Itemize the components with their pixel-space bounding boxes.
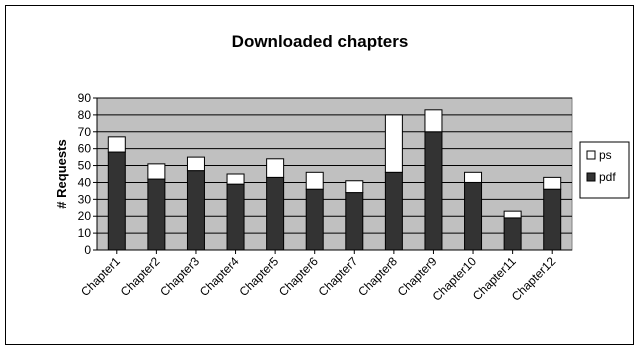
- bar-ps: [503, 210, 522, 219]
- y-tick-label: 20: [78, 209, 92, 223]
- legend-swatch-ps: [586, 150, 596, 160]
- bar-pdf: [147, 178, 166, 251]
- x-axis-ticks: Chapter1Chapter2Chapter3Chapter4Chapter5…: [78, 250, 559, 304]
- y-tick-label: 30: [78, 192, 92, 206]
- plot-area: [96, 97, 573, 251]
- bar-pdf: [266, 176, 285, 251]
- bar-pdf: [543, 188, 562, 251]
- x-tick-label: Chapter8: [355, 254, 400, 299]
- bar-ps: [226, 173, 245, 185]
- y-tick-label: 70: [78, 125, 92, 139]
- chart-title: Downloaded chapters: [232, 32, 409, 51]
- y-axis-ticks: 0 10 20 30 40 50 60 70 80 90: [78, 91, 572, 257]
- x-tick-label: Chapter1: [78, 254, 123, 299]
- bar-pdf: [226, 183, 245, 251]
- bar-pdf: [384, 171, 403, 251]
- legend-swatch-pdf: [586, 172, 596, 182]
- x-tick-label: Chapter2: [118, 254, 163, 299]
- y-tick-label: 10: [78, 226, 92, 240]
- bar-ps: [186, 156, 205, 172]
- bar-ps: [384, 114, 403, 173]
- y-tick-label: 0: [84, 243, 91, 257]
- bar-pdf: [345, 192, 364, 251]
- y-tick-label: 60: [78, 142, 92, 156]
- bar-ps: [424, 109, 443, 133]
- bar-ps: [266, 158, 285, 178]
- x-tick-label: Chapter7: [316, 254, 361, 299]
- gridlines: [97, 97, 572, 234]
- legend-label-ps: ps: [599, 148, 612, 162]
- y-tick-label: 40: [78, 175, 92, 189]
- bar-ps: [147, 163, 166, 180]
- y-axis-label: # Requests: [54, 139, 69, 208]
- x-tick-label: Chapter12: [509, 254, 559, 304]
- bar-ps: [543, 176, 562, 190]
- bar-pdf: [107, 151, 126, 251]
- legend-label-pdf: pdf: [599, 170, 616, 184]
- bar-ps: [107, 136, 126, 153]
- bar-pdf: [424, 131, 443, 251]
- x-tick-label: Chapter4: [197, 254, 242, 299]
- y-tick-label: 80: [78, 108, 92, 122]
- bar-pdf: [186, 170, 205, 251]
- y-tick-label: 90: [78, 91, 92, 105]
- bar-ps: [345, 180, 364, 194]
- bar-ps: [464, 171, 483, 183]
- bar-pdf: [305, 188, 324, 251]
- bar-pdf: [464, 181, 483, 251]
- x-tick-label: Chapter5: [236, 254, 281, 299]
- bar-ps: [305, 171, 324, 190]
- legend: ps pdf: [579, 141, 630, 199]
- x-tick-label: Chapter6: [276, 254, 321, 299]
- bar-pdf: [503, 217, 522, 251]
- y-tick-label: 50: [78, 159, 92, 173]
- x-tick-label: Chapter3: [157, 254, 202, 299]
